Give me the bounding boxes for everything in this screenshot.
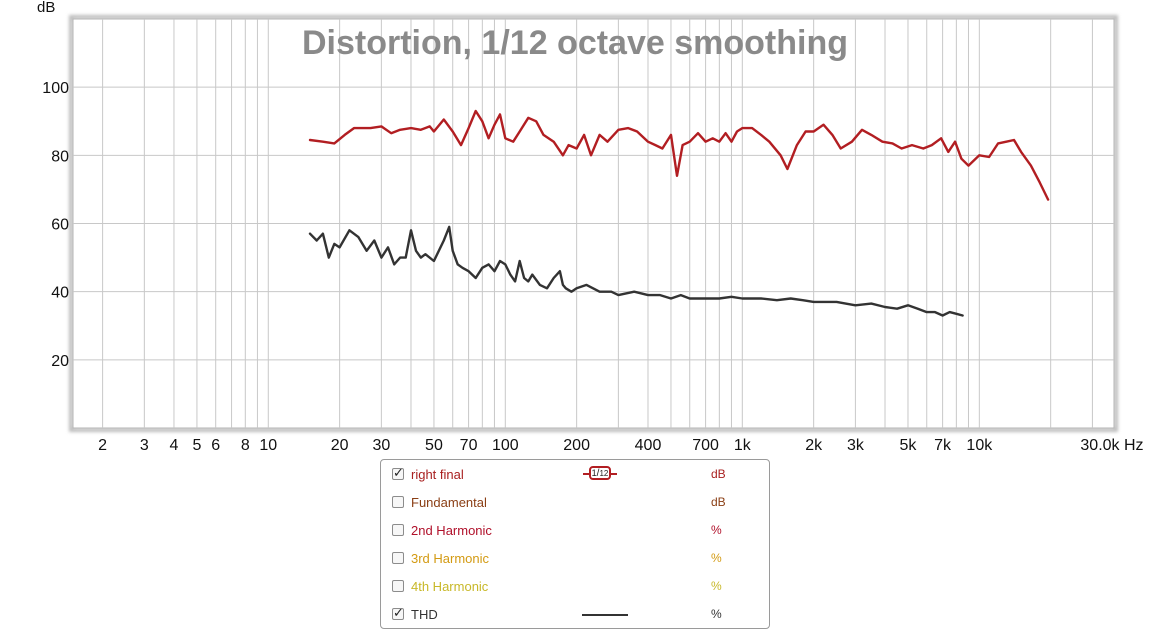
legend-unit: % bbox=[711, 579, 722, 593]
legend-checkbox[interactable] bbox=[392, 496, 404, 508]
legend-label: 2nd Harmonic bbox=[411, 523, 492, 538]
x-tick-label: 2k bbox=[805, 437, 823, 454]
legend-row: 3rd Harmonic% bbox=[381, 546, 769, 574]
legend-row: 2nd Harmonic% bbox=[381, 518, 769, 546]
legend-row: ✓ THD% bbox=[381, 602, 769, 630]
y-tick-label: 100 bbox=[42, 80, 69, 97]
legend-checkbox[interactable] bbox=[392, 580, 404, 592]
x-tick-label: 10k bbox=[966, 437, 993, 454]
legend-row: Fundamental dB bbox=[381, 490, 769, 518]
legend-label: Fundamental bbox=[411, 495, 487, 510]
legend-checkbox[interactable] bbox=[392, 552, 404, 564]
y-tick-label: 60 bbox=[51, 217, 69, 234]
legend-unit: % bbox=[711, 523, 722, 537]
x-tick-label: 30.0k Hz bbox=[1080, 437, 1143, 454]
legend-unit: % bbox=[711, 607, 722, 621]
legend-row: ✓ right final 1/12 dB bbox=[381, 462, 769, 490]
smoothing-badge[interactable]: 1/12 bbox=[583, 466, 617, 482]
legend-label: 4th Harmonic bbox=[411, 579, 489, 594]
chart-title: Distortion, 1/12 octave smoothing bbox=[302, 24, 848, 62]
legend-unit: % bbox=[711, 551, 722, 565]
x-tick-label: 30 bbox=[372, 437, 390, 454]
legend-label: THD bbox=[411, 607, 438, 622]
y-axis-label: dB bbox=[37, 0, 55, 16]
x-tick-label: 4 bbox=[170, 437, 179, 454]
x-tick-label: 20 bbox=[331, 437, 349, 454]
x-tick-label: 7k bbox=[934, 437, 952, 454]
x-tick-label: 400 bbox=[635, 437, 662, 454]
legend-panel: ✓ right final 1/12 dB Fundamental dB 2nd Harmo… bbox=[380, 459, 770, 629]
grid bbox=[73, 19, 1114, 428]
x-tick-label: 6 bbox=[211, 437, 220, 454]
legend-checkbox[interactable] bbox=[392, 524, 404, 536]
x-tick-label: 5 bbox=[192, 437, 201, 454]
x-tick-label: 1k bbox=[734, 437, 752, 454]
x-tick-label: 50 bbox=[425, 437, 443, 454]
series-layer bbox=[308, 109, 1050, 317]
y-tick-labels: 20 40 60 80 100 bbox=[42, 80, 69, 370]
x-tick-label: 3 bbox=[140, 437, 149, 454]
y-tick-label: 40 bbox=[51, 285, 69, 302]
legend-row: 4th Harmonic% bbox=[381, 574, 769, 602]
x-tick-label: 10 bbox=[259, 437, 277, 454]
x-tick-label: 70 bbox=[460, 437, 478, 454]
legend-label: right final bbox=[411, 467, 464, 482]
series-line-thd bbox=[308, 225, 964, 317]
x-tick-label: 3k bbox=[847, 437, 865, 454]
y-tick-label: 20 bbox=[51, 353, 69, 370]
legend-unit: dB bbox=[711, 467, 726, 481]
x-tick-label: 200 bbox=[563, 437, 590, 454]
y-tick-label: 80 bbox=[51, 148, 69, 165]
x-tick-label: 700 bbox=[692, 437, 719, 454]
x-tick-label: 2 bbox=[98, 437, 107, 454]
legend-label: 3rd Harmonic bbox=[411, 551, 490, 566]
legend-unit: dB bbox=[711, 495, 726, 509]
thd-line-swatch bbox=[582, 614, 628, 616]
x-tick-labels: 2 3 4 5 6 8 10 20 30 50 70 100 200 400 700 1k 2k 3k 5k 7k 10… bbox=[98, 437, 1143, 454]
x-tick-label: 5k bbox=[900, 437, 918, 454]
x-tick-label: 100 bbox=[492, 437, 519, 454]
series-line-right-final bbox=[308, 109, 1050, 201]
plot-frame-shadow bbox=[69, 15, 1118, 432]
legend-checkbox[interactable]: ✓ bbox=[392, 466, 404, 481]
x-tick-label: 8 bbox=[241, 437, 250, 454]
legend-checkbox[interactable]: ✓ bbox=[392, 606, 404, 621]
